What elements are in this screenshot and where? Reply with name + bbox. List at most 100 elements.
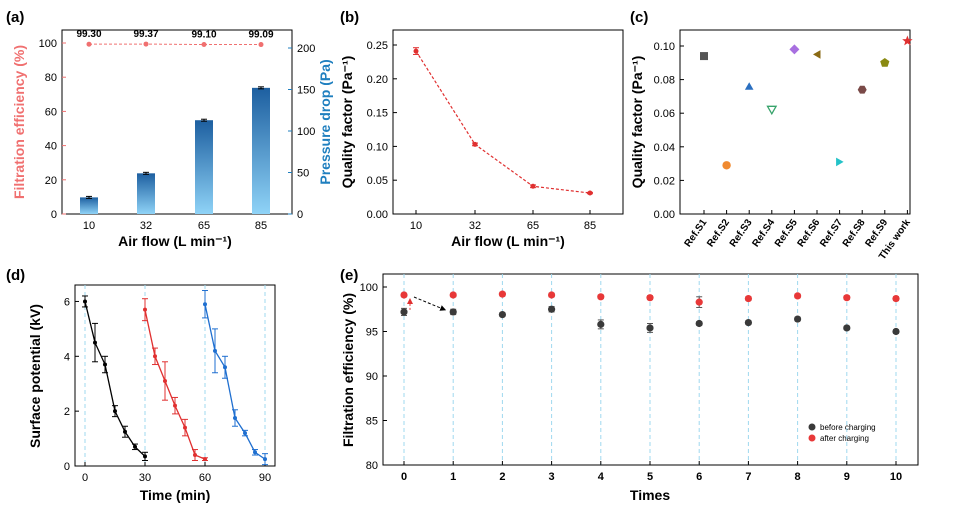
ytick-label-c: 0.10 xyxy=(654,41,675,53)
ytick-label-e: 95 xyxy=(366,327,378,339)
legend-label-after: after charging xyxy=(820,434,869,443)
point-filtration-efficiency xyxy=(258,42,264,48)
ytick-label-left-a: 0 xyxy=(51,209,57,221)
point-quality-factor xyxy=(472,141,478,147)
xtick-label-e: 5 xyxy=(647,471,653,483)
point-after-charging xyxy=(794,292,802,300)
xtick-label-a: 10 xyxy=(83,220,95,232)
point-quality-factor xyxy=(413,48,419,54)
point-before-charging xyxy=(892,327,900,336)
legend-label-before: before charging xyxy=(820,423,876,432)
legend-e: before charging after charging xyxy=(808,423,876,443)
xtick-label-e: 2 xyxy=(499,471,505,483)
marker-ref-s7 xyxy=(836,157,844,167)
ytick-label-left-a: 20 xyxy=(45,175,57,187)
line-cycle-1 xyxy=(84,301,146,457)
point-before-charging xyxy=(400,308,408,316)
legend-marker-before xyxy=(808,423,816,431)
line-cycle-3 xyxy=(204,304,266,460)
point-before-charging xyxy=(843,324,851,332)
xtick-label-d: 0 xyxy=(82,472,88,484)
ytick-label-c: 0.06 xyxy=(654,108,675,120)
point-quality-factor xyxy=(587,190,593,196)
point-after-charging xyxy=(892,294,900,303)
point-cycle-3 xyxy=(223,365,227,370)
ytick-label-b: 0.10 xyxy=(367,141,388,153)
ytick-label-c: 0.00 xyxy=(654,209,675,221)
xtick-label-e: 9 xyxy=(844,471,850,483)
point-cycle-3 xyxy=(203,302,207,307)
point-cycle-2 xyxy=(173,403,177,408)
point-cycle-3 xyxy=(253,450,257,455)
ytick-label-d: 0 xyxy=(64,461,70,473)
xtick-label-b: 85 xyxy=(584,220,596,232)
marker-ref-s9 xyxy=(880,58,890,67)
xtick-label-b: 10 xyxy=(410,220,422,232)
xtick-label-b: 65 xyxy=(527,220,539,232)
xtick-label-e: 0 xyxy=(401,471,407,483)
xlabel-b: Air flow (L min⁻¹) xyxy=(451,233,565,249)
marker-ref-s2 xyxy=(722,161,731,170)
bar-pressure-drop xyxy=(252,87,270,214)
xlabel-a: Air flow (L min⁻¹) xyxy=(118,233,232,249)
point-filtration-efficiency xyxy=(201,42,207,48)
ylabel-b: Quality factor (Pa⁻¹) xyxy=(339,56,355,189)
point-cycle-3 xyxy=(213,348,217,353)
panel-label-b: (b) xyxy=(340,9,359,26)
marker-ref-s3 xyxy=(744,82,754,90)
line-quality-factor xyxy=(415,50,591,194)
point-before-charging xyxy=(744,319,753,327)
xtick-label-a: 65 xyxy=(198,220,210,232)
plot-frame-b xyxy=(392,29,624,215)
xtick-label-e: 10 xyxy=(890,471,902,483)
xtick-label-a: 32 xyxy=(140,220,152,232)
xtick-label-d: 30 xyxy=(139,472,151,484)
point-cycle-1 xyxy=(103,362,107,367)
xtick-label-e: 1 xyxy=(450,471,456,483)
plot-frame-d xyxy=(74,284,276,467)
ytick-label-c: 0.08 xyxy=(654,75,675,87)
marker-ref-s8 xyxy=(857,85,867,94)
bar-pressure-drop xyxy=(137,173,155,214)
ytick-label-b: 0.05 xyxy=(367,175,388,187)
point-before-charging xyxy=(646,324,654,332)
point-cycle-1 xyxy=(143,454,147,459)
xtick-label-d: 90 xyxy=(259,472,271,484)
ytick-label-e: 80 xyxy=(366,460,378,472)
ytick-label-b: 0.20 xyxy=(367,74,388,86)
data-label-efficiency: 99.10 xyxy=(191,30,216,41)
ylabel-d: Surface potential (kV) xyxy=(27,304,43,448)
ytick-label-c: 0.02 xyxy=(654,175,675,187)
point-after-charging xyxy=(449,291,457,299)
point-cycle-1 xyxy=(133,444,137,449)
ytick-label-b: 0.15 xyxy=(367,108,388,120)
point-before-charging xyxy=(498,310,506,319)
bar-pressure-drop xyxy=(195,120,213,214)
point-after-charging xyxy=(597,293,605,301)
point-before-charging xyxy=(794,315,802,323)
ytick-label-left-a: 60 xyxy=(45,106,57,118)
xlabel-d: Time (min) xyxy=(140,487,211,503)
ylabel-c: Quality factor (Pa⁻¹) xyxy=(629,56,645,189)
line-cycle-2 xyxy=(144,309,206,460)
panel-label-a: (a) xyxy=(6,9,24,26)
point-cycle-1 xyxy=(113,409,117,414)
cycle-arrow xyxy=(413,296,447,311)
data-label-efficiency: 99.30 xyxy=(76,29,101,40)
ytick-label-e: 90 xyxy=(366,371,378,383)
marker-ref-s5 xyxy=(789,44,800,55)
point-cycle-2 xyxy=(183,425,187,430)
data-label-efficiency: 99.37 xyxy=(133,29,158,40)
ytick-label-e: 85 xyxy=(366,416,378,428)
ytick-label-right-a: 0 xyxy=(297,209,303,221)
ytick-label-left-a: 40 xyxy=(45,141,57,153)
ytick-label-d: 4 xyxy=(64,351,70,363)
xtick-label-e: 6 xyxy=(696,471,702,483)
point-before-charging xyxy=(449,308,457,316)
xtick-label-e: 8 xyxy=(795,471,801,483)
ytick-label-left-a: 100 xyxy=(39,38,57,50)
ylabel-left-a: Filtration efficiency (%) xyxy=(11,45,27,199)
marker-this-work xyxy=(902,35,913,46)
point-quality-factor xyxy=(530,183,536,189)
